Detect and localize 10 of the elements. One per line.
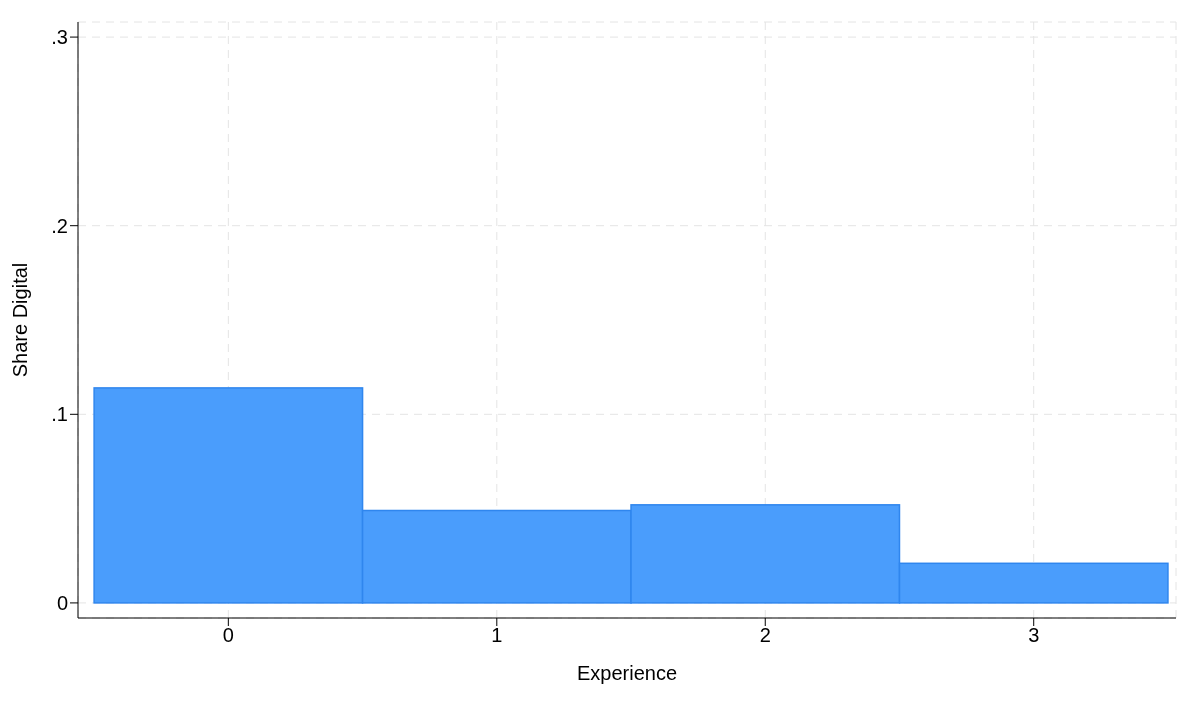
x-axis-title: Experience — [576, 662, 678, 684]
y-axis-title: Share Digital — [9, 262, 32, 378]
y-tick-label: .1 — [51, 403, 68, 426]
y-tick-label: 0 — [56, 592, 68, 615]
x-tick-label: 1 — [491, 624, 503, 647]
x-tick-label: 2 — [759, 624, 771, 647]
x-tick-label: 0 — [222, 624, 234, 647]
x-tick-label: 3 — [1028, 624, 1040, 647]
y-tick-label: .3 — [51, 26, 68, 49]
y-tick-label: .2 — [51, 214, 68, 237]
